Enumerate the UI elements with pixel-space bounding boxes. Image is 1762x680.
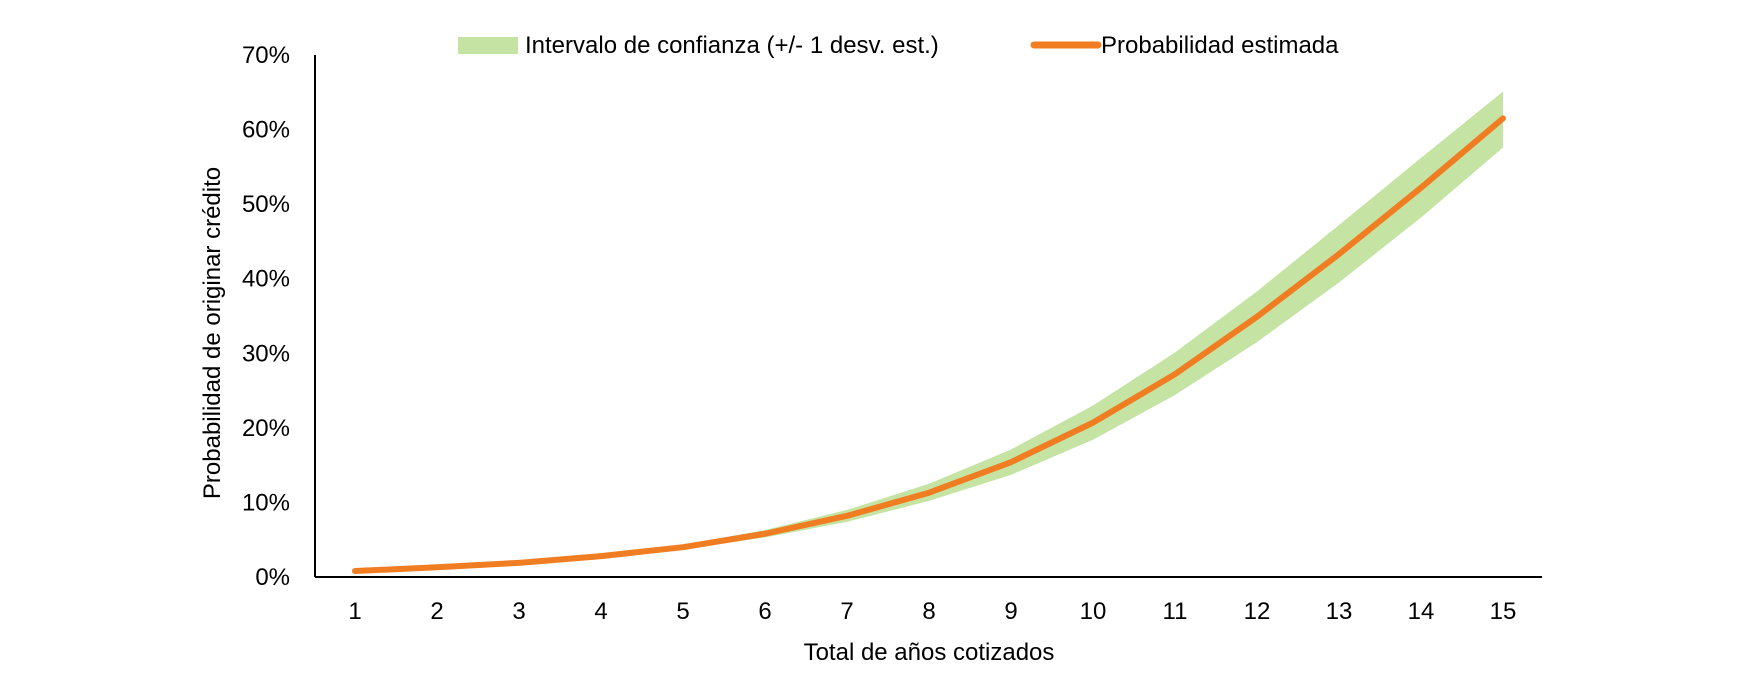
x-tick-label: 2 [430,598,443,625]
x-tick-label: 5 [676,598,689,625]
x-tick-label: 3 [512,598,525,625]
legend-line-label: Probabilidad estimada [1101,32,1339,59]
x-tick-label: 11 [1163,598,1188,625]
y-tick-label: 50% [242,191,290,218]
probability-line [352,115,1506,575]
y-tick-label: 40% [242,266,290,293]
y-tick-label: 70% [242,42,290,69]
y-tick-label: 10% [242,489,290,516]
x-tick-label: 6 [758,598,771,625]
x-axis-title: Total de años cotizados [804,639,1055,666]
axes [314,55,1542,578]
x-tick-label: 8 [922,598,935,625]
y-tick-label: 30% [242,340,290,367]
y-axis-title: Probabilidad de originar crédito [199,167,226,499]
x-tick-label: 7 [840,598,853,625]
y-tick-labels: 0% 10% 20% 30% 40% 50% 60% 70% [242,42,290,591]
y-tick-label: 60% [242,117,290,144]
confidence-band-layer [355,91,1503,572]
x-tick-label: 15 [1490,598,1517,625]
x-tick-label: 14 [1408,598,1435,625]
legend-band-label: Intervalo de confianza (+/- 1 desv. est.… [525,32,939,59]
x-tick-label: 4 [594,598,607,625]
x-tick-label: 13 [1326,598,1353,625]
x-tick-label: 9 [1004,598,1017,625]
x-tick-label: 12 [1244,598,1271,625]
legend-band-swatch [458,37,518,54]
x-tick-label: 1 [348,598,361,625]
y-tick-label: 0% [255,564,290,591]
y-tick-label: 20% [242,415,290,442]
probability-line-layer [352,115,1506,575]
legend: Intervalo de confianza (+/- 1 desv. est.… [458,32,1339,59]
x-tick-labels: 1 2 3 4 5 6 7 8 9 10 11 12 13 14 15 [348,598,1516,625]
confidence-band [355,91,1503,572]
x-tick-label: 10 [1080,598,1107,625]
